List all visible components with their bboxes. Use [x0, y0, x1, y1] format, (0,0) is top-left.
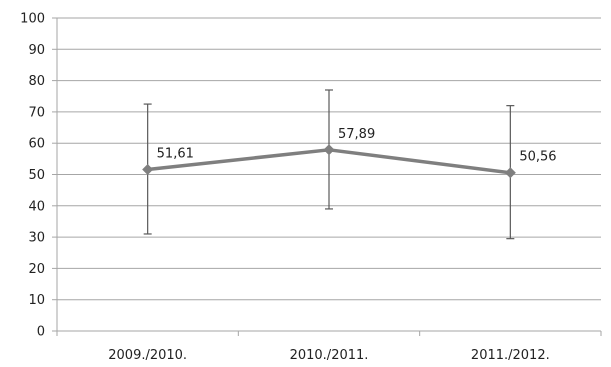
y-tick-label: 40 — [28, 199, 45, 214]
y-tick-label: 90 — [28, 43, 45, 58]
data-points — [142, 144, 516, 179]
y-tick-label: 50 — [28, 168, 45, 183]
axes — [52, 17, 602, 336]
data-point — [504, 167, 516, 179]
y-tick-label: 20 — [28, 262, 45, 277]
y-tick-label: 70 — [28, 105, 45, 120]
data-label: 57,89 — [338, 127, 375, 142]
data-label: 51,61 — [157, 146, 194, 161]
x-tick-label: 2009./2010. — [108, 348, 187, 363]
data-point — [142, 163, 154, 175]
x-tick-label: 2011./2012. — [471, 348, 550, 363]
data-labels: 51,61 57,89 50,56 — [157, 127, 557, 165]
y-tick-labels: 0 10 20 30 40 50 60 70 80 90 100 — [20, 12, 45, 340]
data-label: 50,56 — [519, 150, 556, 165]
data-point — [323, 144, 335, 156]
x-tick-labels: 2009./2010. 2010./2011. 2011./2012. — [108, 348, 549, 363]
y-tick-label: 80 — [28, 74, 45, 89]
y-tick-label: 0 — [37, 325, 45, 340]
y-tick-label: 10 — [28, 293, 45, 308]
y-tick-label: 100 — [20, 12, 45, 27]
x-tick-label: 2010./2011. — [290, 348, 369, 363]
y-tick-label: 30 — [28, 231, 45, 246]
y-tick-label: 60 — [28, 137, 45, 152]
